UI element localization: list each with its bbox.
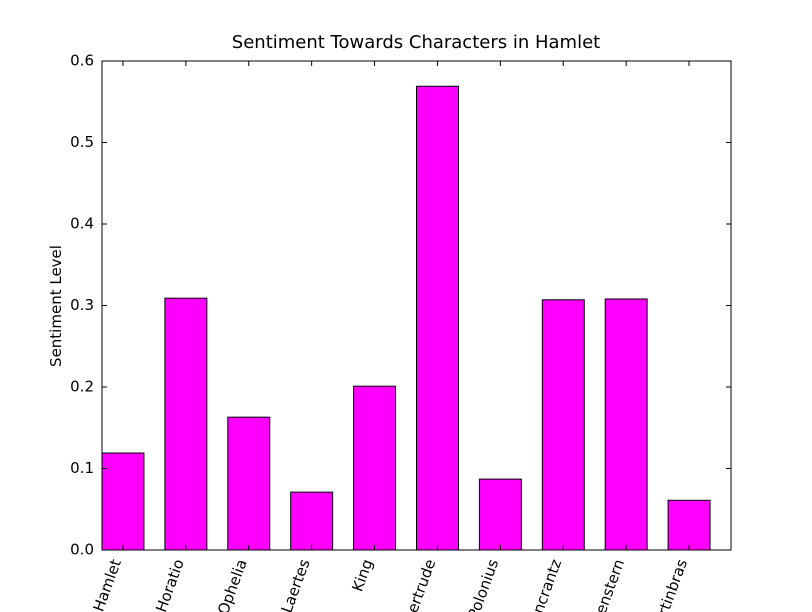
y-tick-label: 0.6 [70, 52, 94, 70]
x-tick-label: Rosencrantz [517, 557, 566, 612]
bar [541, 299, 585, 551]
y-tick-label: 0.3 [70, 296, 94, 314]
plot-frame [101, 60, 732, 551]
x-tick-label: Hamlet [89, 557, 125, 612]
x-tick-label: Horatio [152, 557, 188, 612]
chart-title: Sentiment Towards Characters in Hamlet [232, 32, 600, 53]
bar [416, 85, 459, 551]
bar [164, 297, 208, 551]
x-tick-label: King [348, 557, 376, 594]
x-tick-label: Ophelia [214, 557, 251, 612]
y-tick-label: 0.4 [70, 215, 94, 233]
x-tick-label: Guildenstern [578, 557, 628, 612]
x-tick-label: Laertes [278, 557, 314, 612]
bar [353, 385, 397, 551]
bar [667, 499, 711, 551]
bar [478, 478, 522, 551]
bar [227, 416, 271, 551]
y-tick-label: 0.2 [70, 378, 94, 396]
bar [290, 491, 334, 551]
x-tick-label: Polonius [464, 557, 502, 612]
y-axis-label: Sentiment Level [47, 245, 65, 367]
y-tick-label: 0.1 [70, 459, 94, 477]
bar [604, 298, 648, 551]
x-tick-label: Gertrude [399, 557, 439, 612]
y-tick-label: 0.5 [70, 133, 94, 151]
y-tick-label: 0.0 [70, 541, 94, 559]
bar [101, 452, 145, 551]
x-tick-label: Fortinbras [648, 557, 691, 612]
